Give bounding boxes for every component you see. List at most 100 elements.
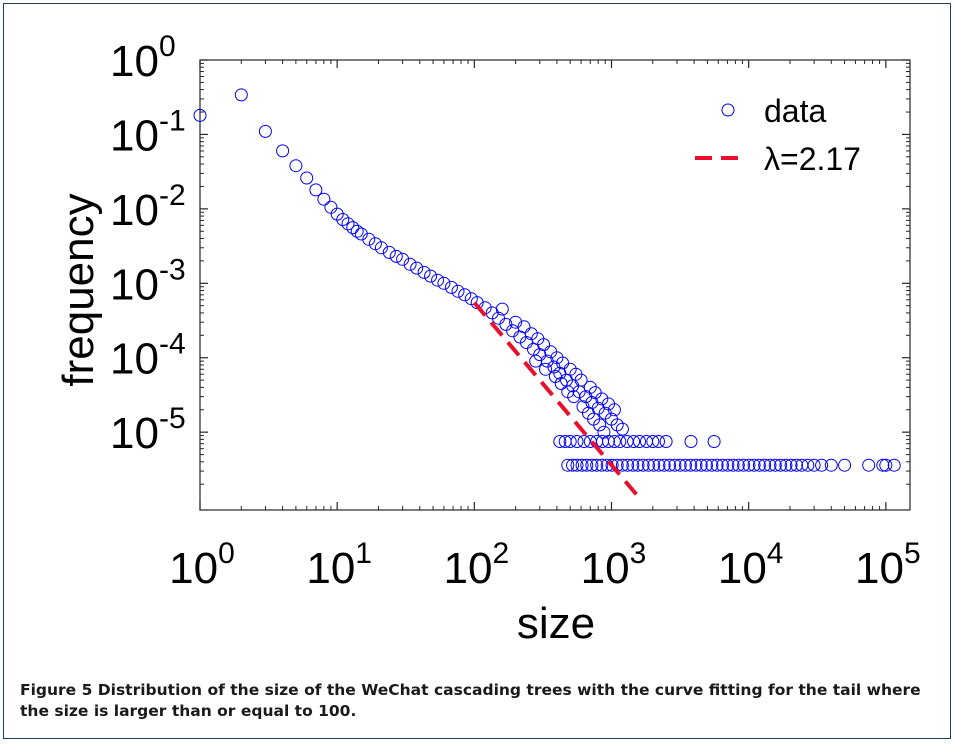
data-point bbox=[567, 390, 581, 404]
data-point bbox=[737, 458, 751, 472]
fit-line bbox=[472, 301, 642, 500]
data-point bbox=[605, 458, 619, 472]
data-point bbox=[554, 377, 568, 390]
data-point bbox=[838, 458, 852, 472]
x-tick-label: 105 bbox=[855, 537, 921, 593]
data-point bbox=[879, 458, 893, 472]
y-tick-label: 10-5 bbox=[110, 402, 186, 458]
data-point bbox=[887, 458, 901, 472]
data-point bbox=[684, 458, 698, 472]
data-point bbox=[193, 108, 207, 122]
y-tick-label: 10-4 bbox=[110, 328, 186, 384]
data-point bbox=[458, 288, 472, 302]
data-point bbox=[705, 458, 719, 472]
data-point bbox=[801, 458, 815, 472]
data-point bbox=[779, 458, 793, 472]
data-point bbox=[652, 458, 666, 472]
data-point bbox=[517, 320, 531, 334]
data-point bbox=[689, 458, 703, 472]
data-point bbox=[317, 192, 331, 206]
data-point bbox=[742, 458, 756, 472]
data-point bbox=[627, 435, 641, 448]
data-point bbox=[431, 273, 445, 287]
data-point bbox=[615, 458, 629, 472]
data-point bbox=[585, 458, 599, 472]
data-point bbox=[553, 435, 567, 448]
data-point bbox=[258, 124, 272, 138]
data-point bbox=[602, 435, 615, 448]
data-point bbox=[570, 435, 584, 448]
legend-label-fit: λ=2.17 bbox=[764, 141, 861, 177]
figure-frame bbox=[3, 3, 951, 739]
data-point bbox=[774, 458, 788, 472]
data-point bbox=[593, 418, 607, 432]
data-point bbox=[437, 276, 451, 290]
data-point bbox=[590, 458, 604, 472]
data-point bbox=[346, 221, 360, 235]
data-point bbox=[574, 373, 588, 387]
data-point bbox=[668, 458, 682, 472]
data-point bbox=[289, 159, 303, 173]
data-point bbox=[721, 458, 735, 472]
x-tick-label: 101 bbox=[306, 537, 372, 593]
data-point bbox=[424, 269, 438, 283]
data-point bbox=[824, 458, 838, 472]
minor-ticks bbox=[200, 60, 910, 510]
data-point bbox=[633, 435, 646, 448]
data-point bbox=[524, 327, 538, 341]
plot-area bbox=[199, 59, 911, 511]
data-point bbox=[763, 458, 777, 472]
data-point bbox=[684, 435, 698, 448]
data-point bbox=[595, 392, 609, 406]
legend-marker-data bbox=[721, 103, 735, 117]
data-point bbox=[747, 458, 761, 472]
data-point bbox=[646, 435, 660, 448]
data-point bbox=[336, 213, 350, 226]
x-tick-label: 103 bbox=[581, 537, 647, 593]
data-point bbox=[570, 458, 584, 472]
y-axis-label: frequency bbox=[54, 193, 103, 386]
x-tick-label: 104 bbox=[718, 537, 784, 593]
data-point bbox=[710, 458, 724, 472]
x-tick-label: 100 bbox=[169, 537, 235, 593]
data-point bbox=[610, 418, 624, 432]
data-point bbox=[382, 245, 396, 259]
data-point bbox=[631, 458, 645, 472]
data-point bbox=[309, 183, 323, 197]
data-point bbox=[276, 144, 290, 158]
data-point bbox=[539, 362, 552, 376]
data-point bbox=[652, 435, 665, 448]
data-point bbox=[647, 458, 661, 472]
data-point bbox=[410, 261, 424, 275]
data-point bbox=[561, 458, 575, 472]
y-axis-ticks: 100 10-1 10-2 10-3 10-4 10-5 bbox=[110, 30, 910, 458]
data-point bbox=[583, 380, 597, 394]
x-axis-ticks: 100 101 102 103 104 105 bbox=[169, 60, 921, 593]
data-point bbox=[300, 171, 314, 185]
data-point bbox=[566, 458, 580, 472]
data-point bbox=[396, 252, 410, 266]
data-point bbox=[389, 249, 403, 263]
data-point bbox=[234, 88, 248, 102]
data-point bbox=[607, 403, 621, 417]
data-point bbox=[509, 315, 523, 329]
data-point bbox=[626, 458, 640, 472]
data-point bbox=[495, 302, 509, 316]
data-point bbox=[444, 280, 458, 294]
data-point bbox=[563, 435, 577, 448]
data-point bbox=[679, 458, 692, 472]
data-point bbox=[716, 458, 729, 472]
y-tick-label: 10-3 bbox=[110, 253, 186, 309]
data-point bbox=[790, 458, 803, 472]
data-points bbox=[193, 88, 901, 472]
data-point bbox=[451, 284, 465, 298]
data-point bbox=[595, 458, 609, 472]
data-point bbox=[807, 458, 821, 472]
data-point bbox=[768, 458, 782, 472]
data-point bbox=[636, 458, 650, 472]
chart: 100 101 102 103 104 105 10010-110-210-310-410… bbox=[54, 30, 921, 648]
y-tick-label: 10-1 bbox=[110, 104, 186, 160]
figure-caption: Figure 5 Distribution of the size of the… bbox=[20, 681, 921, 720]
data-point bbox=[659, 435, 673, 448]
data-point bbox=[580, 458, 594, 472]
